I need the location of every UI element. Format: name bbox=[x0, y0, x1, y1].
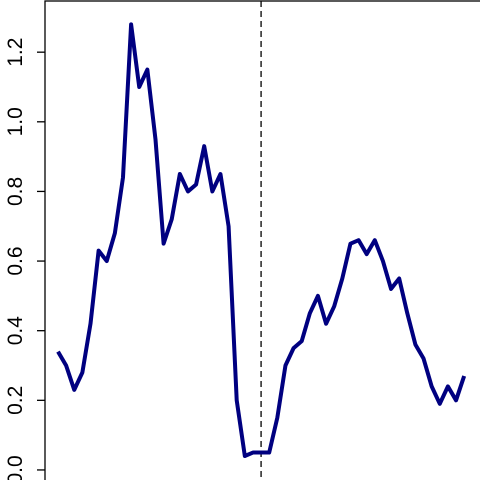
y-tick-label: 0.0 bbox=[4, 455, 27, 480]
y-tick-label: 0.2 bbox=[4, 386, 27, 415]
y-tick-label: 0.8 bbox=[4, 177, 27, 206]
y-tick-label: 0.4 bbox=[4, 316, 27, 346]
data-line bbox=[56, 22, 467, 459]
y-tick-label: 1.2 bbox=[4, 38, 27, 67]
y-tick-label: 1.0 bbox=[4, 107, 27, 136]
y-tick-label: 0.6 bbox=[4, 246, 27, 275]
plot-frame bbox=[44, 0, 480, 480]
